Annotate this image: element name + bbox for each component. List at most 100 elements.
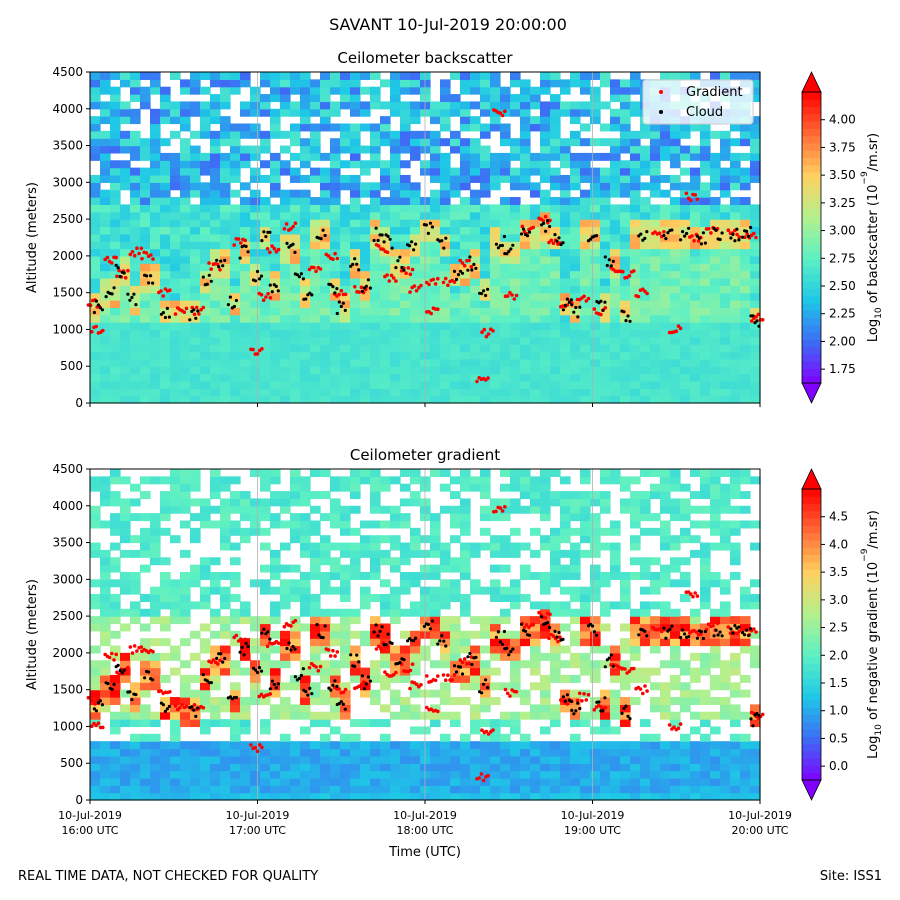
cloud-point	[355, 262, 359, 266]
heatmap-cell	[350, 542, 361, 551]
heatmap-cell	[180, 763, 191, 772]
heatmap-cell	[320, 630, 331, 639]
heatmap-cell	[490, 616, 501, 625]
heatmap-cell	[380, 395, 391, 404]
heatmap-cell	[240, 770, 251, 779]
heatmap-cell	[610, 652, 621, 661]
heatmap-cell	[210, 711, 221, 720]
heatmap-cell	[600, 726, 611, 735]
heatmap-cell	[750, 241, 761, 250]
heatmap-cell	[710, 182, 721, 191]
heatmap-cell	[400, 101, 411, 110]
heatmap-cell	[570, 351, 581, 360]
heatmap-cell	[270, 241, 281, 250]
heatmap-cell	[240, 388, 251, 397]
heatmap-cell	[580, 535, 591, 544]
heatmap-cell	[540, 388, 551, 397]
heatmap-cell	[480, 189, 491, 198]
heatmap-cell	[680, 380, 691, 389]
heatmap-cell	[370, 277, 381, 286]
heatmap-cell	[570, 571, 581, 580]
heatmap-cell	[110, 726, 121, 735]
heatmap-cell	[620, 277, 631, 286]
heatmap-cell	[680, 358, 691, 367]
heatmap-cell	[400, 770, 411, 779]
heatmap-cell	[270, 586, 281, 595]
heatmap-cell	[590, 777, 601, 786]
cloud-point	[542, 221, 546, 225]
heatmap-cell	[540, 748, 551, 757]
heatmap-cell	[140, 314, 151, 323]
heatmap-cell	[600, 322, 611, 331]
heatmap-cell	[180, 358, 191, 367]
heatmap-cell	[500, 388, 511, 397]
heatmap-cell	[230, 358, 241, 367]
heatmap-cell	[310, 79, 321, 88]
heatmap-cell	[470, 667, 481, 676]
heatmap-cell	[150, 638, 161, 647]
heatmap-cell	[590, 314, 601, 323]
heatmap-cell	[620, 697, 631, 705]
heatmap-cell	[170, 697, 181, 705]
heatmap-cell	[280, 336, 291, 345]
heatmap-cell	[130, 770, 141, 779]
heatmap-cell	[280, 241, 291, 250]
heatmap-cell	[730, 358, 741, 367]
heatmap-cell	[100, 638, 111, 647]
heatmap-cell	[390, 689, 401, 698]
heatmap-cell	[160, 138, 171, 147]
colorbar-segment	[802, 346, 821, 355]
heatmap-cell	[480, 79, 491, 88]
heatmap-cell	[240, 755, 251, 764]
heatmap-cell	[690, 388, 701, 397]
heatmap-cell	[90, 711, 101, 720]
heatmap-cell	[110, 145, 121, 154]
heatmap-cell	[320, 535, 331, 544]
heatmap-cell	[450, 711, 461, 720]
heatmap-cell	[100, 483, 111, 492]
heatmap-cell	[630, 241, 641, 250]
heatmap-cell	[600, 307, 611, 316]
heatmap-cell	[710, 167, 721, 176]
heatmap-cell	[410, 300, 421, 308]
heatmap-cell	[460, 101, 471, 110]
heatmap-cell	[360, 586, 371, 595]
heatmap-cell	[460, 505, 471, 514]
heatmap-cell	[600, 211, 611, 220]
heatmap-cell	[680, 285, 691, 294]
heatmap-cell	[200, 366, 211, 375]
heatmap-cell	[630, 226, 641, 235]
heatmap-cell	[210, 300, 221, 308]
heatmap-cell	[150, 270, 161, 279]
heatmap-cell	[410, 152, 421, 161]
heatmap-cell	[330, 322, 341, 331]
heatmap-cell	[110, 226, 121, 235]
heatmap-cell	[210, 167, 221, 176]
heatmap-cell	[280, 630, 291, 639]
heatmap-cell	[270, 255, 281, 264]
heatmap-cell	[260, 174, 271, 183]
heatmap-cell	[620, 594, 631, 602]
heatmap-cell	[130, 704, 141, 713]
heatmap-cell	[310, 255, 321, 264]
heatmap-cell	[540, 277, 551, 286]
heatmap-cell	[150, 182, 161, 191]
heatmap-cell	[260, 483, 271, 492]
heatmap-cell	[400, 652, 411, 661]
heatmap-cell	[290, 189, 301, 198]
heatmap-cell	[660, 219, 671, 228]
gradient-point	[115, 274, 119, 279]
heatmap-cell	[200, 123, 211, 132]
heatmap-cell	[130, 344, 141, 353]
heatmap-cell	[570, 138, 581, 147]
heatmap-cell	[580, 351, 591, 360]
heatmap-cell	[350, 219, 361, 228]
heatmap-cell	[230, 741, 241, 750]
heatmap-cell	[610, 255, 621, 264]
heatmap-cell	[390, 513, 401, 522]
heatmap-cell	[630, 79, 641, 88]
cloud-point	[470, 268, 474, 272]
colorbar-segment	[802, 339, 821, 348]
heatmap-cell	[530, 358, 541, 367]
heatmap-cell	[190, 263, 201, 272]
